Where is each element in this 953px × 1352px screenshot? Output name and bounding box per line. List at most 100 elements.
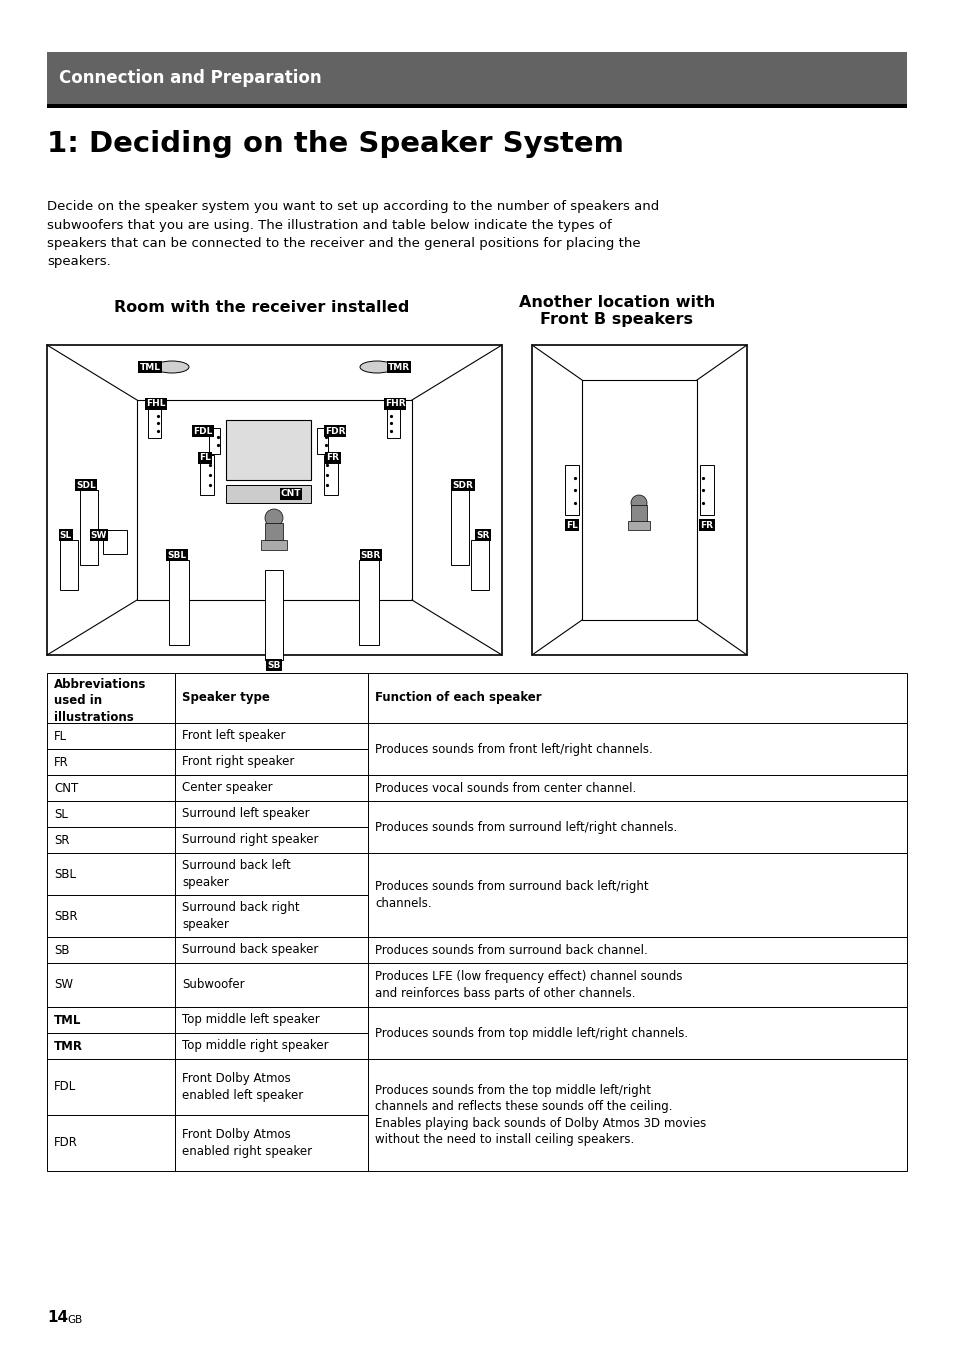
Bar <box>60 539 78 589</box>
Text: TMR: TMR <box>388 362 410 372</box>
Bar <box>174 1007 368 1033</box>
Bar <box>103 530 127 554</box>
Bar <box>581 380 697 621</box>
Bar <box>47 749 174 775</box>
Bar <box>47 104 906 108</box>
Text: FR: FR <box>326 453 339 462</box>
Text: TML: TML <box>54 1014 81 1026</box>
Bar <box>149 408 161 438</box>
Text: SW: SW <box>91 530 107 539</box>
Bar <box>368 800 906 853</box>
Text: Produces LFE (low frequency effect) channel sounds
and reinforces bass parts of : Produces LFE (low frequency effect) chan… <box>375 971 681 999</box>
Bar <box>174 937 368 963</box>
Bar <box>564 465 578 515</box>
Text: FHR: FHR <box>384 399 405 408</box>
Bar <box>226 485 312 503</box>
Text: Produces sounds from surround back channel.: Produces sounds from surround back chann… <box>375 944 647 956</box>
Text: FHL: FHL <box>146 399 166 408</box>
Text: Produces sounds from top middle left/right channels.: Produces sounds from top middle left/rig… <box>375 1026 687 1040</box>
Text: GB: GB <box>67 1315 82 1325</box>
Text: FDR: FDR <box>54 1137 78 1149</box>
Text: FDL: FDL <box>193 426 213 435</box>
Text: SDL: SDL <box>76 480 95 489</box>
Text: SR: SR <box>476 530 489 539</box>
Bar <box>368 723 906 775</box>
Bar <box>47 345 501 654</box>
Bar <box>210 429 220 454</box>
Bar <box>471 539 489 589</box>
Text: Top middle right speaker: Top middle right speaker <box>182 1040 328 1052</box>
Text: Surround back right
speaker: Surround back right speaker <box>182 902 299 930</box>
Text: SL: SL <box>54 807 68 821</box>
Ellipse shape <box>154 361 189 373</box>
Bar <box>47 775 174 800</box>
Text: Front Dolby Atmos
enabled left speaker: Front Dolby Atmos enabled left speaker <box>182 1072 303 1102</box>
Text: TMR: TMR <box>54 1040 83 1052</box>
Bar <box>261 539 287 550</box>
Text: SBR: SBR <box>360 550 381 560</box>
Bar <box>317 429 328 454</box>
Bar <box>368 937 906 963</box>
Text: FDL: FDL <box>54 1080 76 1094</box>
Bar <box>368 853 906 937</box>
Bar <box>47 800 174 827</box>
Text: FDR: FDR <box>324 426 345 435</box>
Bar <box>47 963 174 1007</box>
Text: Front Dolby Atmos
enabled right speaker: Front Dolby Atmos enabled right speaker <box>182 1129 312 1157</box>
Text: Surround right speaker: Surround right speaker <box>182 833 318 846</box>
Bar <box>265 571 283 660</box>
Bar <box>174 853 368 895</box>
Text: Decide on the speaker system you want to set up according to the number of speak: Decide on the speaker system you want to… <box>47 200 659 269</box>
Bar <box>368 673 906 723</box>
Bar <box>47 673 174 723</box>
Bar <box>169 560 189 645</box>
Text: Produces sounds from front left/right channels.: Produces sounds from front left/right ch… <box>375 742 652 756</box>
Text: Abbreviations
used in
illustrations: Abbreviations used in illustrations <box>54 677 146 725</box>
Bar <box>627 521 649 530</box>
Bar <box>387 408 400 438</box>
Bar <box>174 1059 368 1115</box>
Bar <box>324 456 337 495</box>
Text: Front left speaker: Front left speaker <box>182 730 285 742</box>
Text: FL: FL <box>565 521 578 530</box>
Bar <box>47 1007 174 1033</box>
Bar <box>451 489 469 565</box>
Text: Produces vocal sounds from center channel.: Produces vocal sounds from center channe… <box>375 781 636 795</box>
Text: SW: SW <box>54 979 73 991</box>
Bar <box>174 1033 368 1059</box>
Text: Connection and Preparation: Connection and Preparation <box>59 69 321 87</box>
Text: Produces sounds from surround back left/right
channels.: Produces sounds from surround back left/… <box>375 880 648 910</box>
Text: SBL: SBL <box>54 868 76 880</box>
Bar <box>47 1059 174 1115</box>
Bar <box>265 523 283 545</box>
Text: 14: 14 <box>47 1310 68 1325</box>
Bar <box>80 489 98 565</box>
Text: FL: FL <box>199 453 211 462</box>
Bar <box>200 456 213 495</box>
Text: FR: FR <box>700 521 713 530</box>
Text: Surround back speaker: Surround back speaker <box>182 944 318 956</box>
Bar <box>630 506 646 525</box>
Text: Top middle left speaker: Top middle left speaker <box>182 1014 319 1026</box>
Text: SB: SB <box>54 944 70 956</box>
Bar <box>700 465 713 515</box>
Bar <box>368 775 906 800</box>
Text: SR: SR <box>54 833 70 846</box>
Bar <box>226 420 312 480</box>
Bar <box>532 345 746 654</box>
Bar <box>47 723 174 749</box>
Text: TML: TML <box>139 362 160 372</box>
Bar <box>174 963 368 1007</box>
Circle shape <box>630 495 646 511</box>
Text: Surround left speaker: Surround left speaker <box>182 807 310 821</box>
Bar <box>174 800 368 827</box>
Text: Another location with
Front B speakers: Another location with Front B speakers <box>518 295 715 327</box>
Text: SB: SB <box>267 661 280 669</box>
Text: FL: FL <box>54 730 67 742</box>
Bar <box>47 1115 174 1171</box>
Text: Function of each speaker: Function of each speaker <box>375 691 541 704</box>
Bar <box>174 895 368 937</box>
Text: SBR: SBR <box>54 910 77 922</box>
Text: FR: FR <box>54 756 69 768</box>
Text: CNT: CNT <box>280 489 301 499</box>
